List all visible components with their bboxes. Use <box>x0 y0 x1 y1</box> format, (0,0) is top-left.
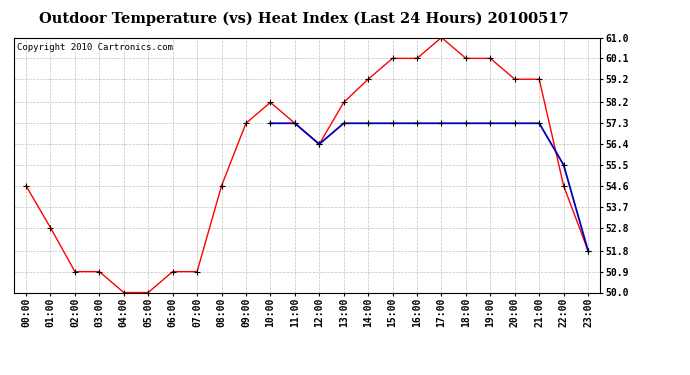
Text: Copyright 2010 Cartronics.com: Copyright 2010 Cartronics.com <box>17 43 172 52</box>
Text: Outdoor Temperature (vs) Heat Index (Last 24 Hours) 20100517: Outdoor Temperature (vs) Heat Index (Las… <box>39 11 569 26</box>
